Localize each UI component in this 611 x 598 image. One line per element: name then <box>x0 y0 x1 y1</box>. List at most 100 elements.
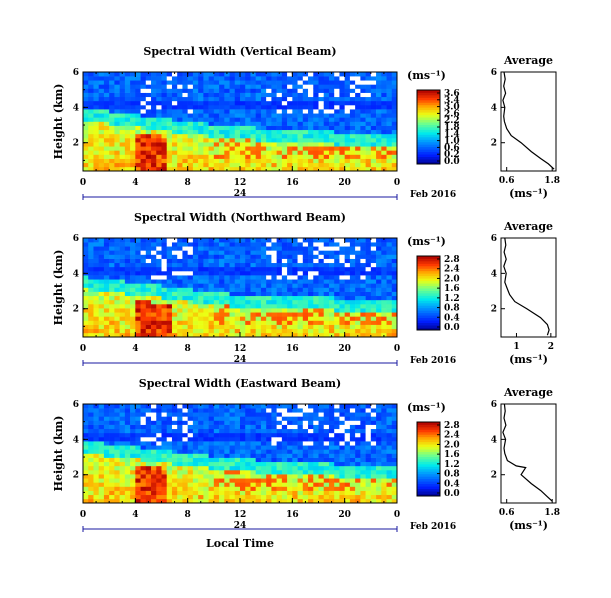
heatmap-cell <box>260 266 267 272</box>
heatmap-cell <box>156 154 162 159</box>
heatmap-cell <box>308 299 314 305</box>
heatmap-cell <box>135 162 141 168</box>
heatmap-cell <box>255 92 262 98</box>
heatmap-cell <box>376 271 382 276</box>
heatmap-cell <box>344 316 351 321</box>
heatmap-cell <box>109 465 115 471</box>
heatmap-cell <box>198 100 204 106</box>
heatmap-cell <box>339 445 345 450</box>
heatmap-cell <box>292 150 298 155</box>
heatmap-cell <box>98 295 105 301</box>
heatmap-cell <box>240 76 246 81</box>
heatmap-cell <box>109 316 115 321</box>
heatmap-cell <box>386 453 393 458</box>
heatmap-cell <box>103 154 110 159</box>
heatmap-cell <box>171 461 178 467</box>
heatmap-cell <box>391 238 398 243</box>
heatmap-cell <box>182 328 188 334</box>
heatmap-cell <box>334 125 340 131</box>
heatmap-cell <box>360 80 366 85</box>
heatmap-cell <box>192 246 199 251</box>
heatmap-cell <box>365 478 372 483</box>
heatmap-cell <box>130 283 136 288</box>
heatmap-cell <box>318 412 325 417</box>
heatmap-cell <box>177 113 183 118</box>
heatmap-cell <box>83 312 89 317</box>
heatmap-cell <box>229 449 236 454</box>
heatmap-cell <box>308 150 314 155</box>
heatmap-cell <box>365 404 372 409</box>
heatmap-cell <box>177 96 183 102</box>
heatmap-cell <box>93 308 99 313</box>
heatmap-cell <box>281 92 288 98</box>
heatmap-cell <box>266 316 272 321</box>
heatmap-cell <box>276 113 283 118</box>
heatmap-cell <box>313 100 319 106</box>
heatmap-cell <box>344 428 351 434</box>
heatmap-cell <box>114 486 120 491</box>
heatmap-cell <box>339 250 345 255</box>
heatmap-cell <box>287 478 293 483</box>
heatmap-cell <box>83 328 89 334</box>
heatmap-cell <box>88 445 94 450</box>
heatmap-cell <box>213 96 220 102</box>
heatmap-cell <box>292 432 298 438</box>
heatmap-cell <box>161 84 168 89</box>
heatmap-cell <box>276 275 283 280</box>
heatmap-cell <box>109 412 115 417</box>
heatmap-cell <box>88 129 94 135</box>
heatmap-cell <box>103 150 110 155</box>
heatmap-cell <box>260 113 267 118</box>
heatmap-cell <box>98 125 105 131</box>
heatmap-cell <box>308 246 314 251</box>
heatmap-cell <box>177 133 183 139</box>
heatmap-cell <box>229 76 236 81</box>
heatmap-cell <box>276 437 283 442</box>
heatmap-cell <box>224 457 230 463</box>
heatmap-cell <box>328 412 335 417</box>
heatmap-cell <box>381 92 387 98</box>
heatmap-cell <box>365 154 372 159</box>
heatmap-cell <box>339 84 345 89</box>
heatmap-cell <box>130 474 136 479</box>
heatmap-cell <box>192 486 199 491</box>
heatmap-cell <box>198 117 204 122</box>
heatmap-cell <box>109 408 115 413</box>
heatmap-cell <box>266 96 272 102</box>
x-tick-label: 4 <box>132 178 138 188</box>
heatmap-cell <box>292 166 298 172</box>
heatmap-cell <box>124 498 131 504</box>
heatmap-cell <box>250 494 256 500</box>
heatmap-cell <box>355 470 361 475</box>
heatmap-cell <box>166 445 173 450</box>
heatmap-cell <box>198 482 204 487</box>
heatmap-cell <box>360 404 366 409</box>
heatmap-cell <box>103 72 110 77</box>
colorbar-segment <box>417 444 440 448</box>
heatmap-cell <box>192 254 199 259</box>
heatmap-cell <box>182 279 188 284</box>
heatmap-cell <box>93 125 99 131</box>
heatmap-cell <box>114 262 120 268</box>
heatmap-cell <box>292 84 298 89</box>
heatmap-cell <box>271 158 277 164</box>
y-tick-label: 2 <box>73 305 79 315</box>
heatmap-cell <box>119 408 126 413</box>
heatmap-cell <box>166 254 173 259</box>
heatmap-cell <box>109 287 115 292</box>
heatmap-cell <box>203 96 209 102</box>
heatmap-cell <box>313 308 319 313</box>
heatmap-cell <box>145 441 152 446</box>
heatmap-cell <box>124 96 131 102</box>
heatmap-cell <box>308 437 314 442</box>
heatmap-cell <box>156 242 162 247</box>
heatmap-cell <box>83 121 89 126</box>
heatmap-cell <box>323 117 330 122</box>
heatmap-cell <box>145 72 152 77</box>
heatmap-cell <box>171 113 178 118</box>
heatmap-cell <box>114 312 120 317</box>
heatmap-cell <box>124 441 131 446</box>
heatmap-cell <box>234 154 241 159</box>
heatmap-cell <box>365 76 372 81</box>
heatmap-cell <box>124 266 131 272</box>
